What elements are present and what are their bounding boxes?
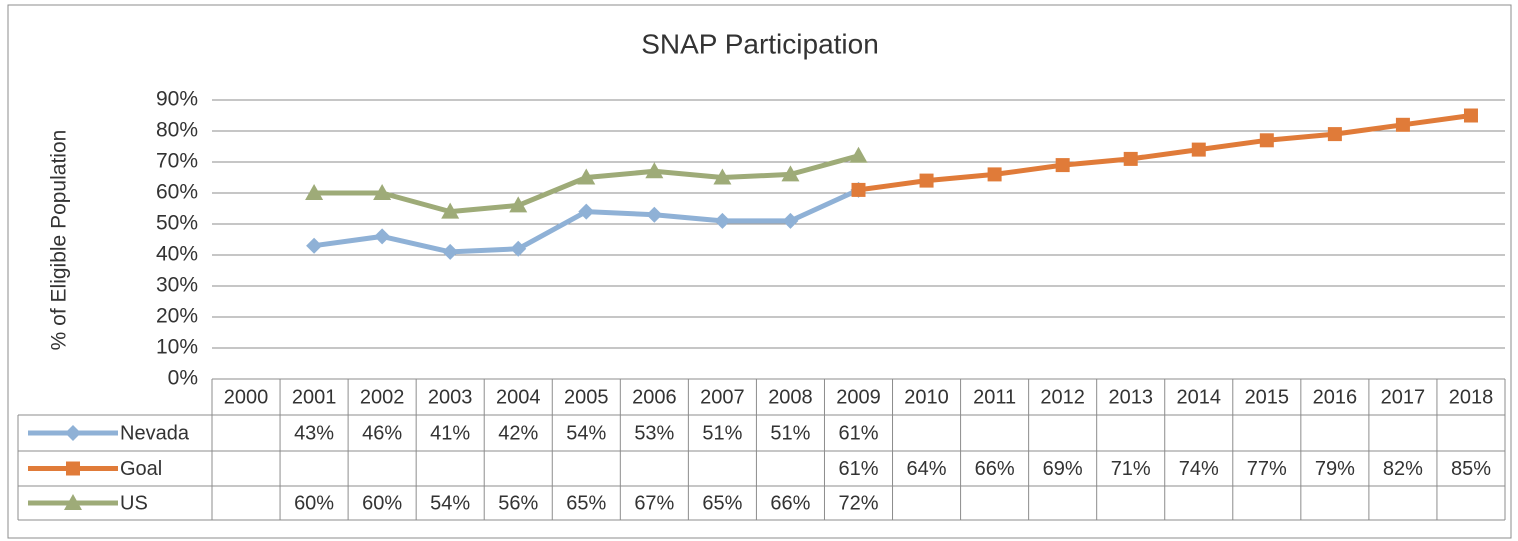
data-label: 43%	[294, 422, 334, 444]
x-tick-label: 2000	[224, 386, 269, 408]
y-tick-label: 30%	[156, 274, 198, 297]
y-tick-label: 0%	[168, 367, 198, 390]
data-label: 54%	[430, 492, 470, 514]
y-tick-label: 90%	[156, 88, 198, 111]
y-tick-label: 20%	[156, 305, 198, 328]
data-label: 65%	[566, 492, 606, 514]
y-tick-label: 60%	[156, 181, 198, 204]
point-marker	[646, 206, 663, 223]
x-tick-label: 2010	[904, 386, 949, 408]
x-tick-label: 2006	[632, 386, 677, 408]
x-tick-label: 2016	[1313, 386, 1358, 408]
data-label: 66%	[975, 458, 1015, 480]
point-marker	[1463, 108, 1478, 123]
point-marker	[1395, 117, 1410, 132]
point-marker	[305, 184, 324, 200]
x-tick-label: 2003	[428, 386, 473, 408]
chart-title: SNAP Participation	[641, 28, 879, 59]
point-marker	[373, 184, 392, 200]
data-label: 61%	[838, 422, 878, 444]
x-tick-label: 2008	[768, 386, 813, 408]
y-tick-label: 70%	[156, 150, 198, 173]
legend-label: Nevada	[120, 422, 190, 444]
data-label: 82%	[1383, 458, 1423, 480]
data-label: 54%	[566, 422, 606, 444]
data-label: 61%	[838, 458, 878, 480]
data-label: 51%	[770, 422, 810, 444]
point-marker	[919, 173, 934, 188]
data-label: 60%	[294, 492, 334, 514]
data-label: 51%	[702, 422, 742, 444]
point-marker	[781, 165, 800, 182]
x-tick-label: 2018	[1449, 386, 1494, 408]
point-marker	[714, 212, 731, 229]
data-label: 77%	[1247, 458, 1287, 480]
legend-label: US	[120, 492, 148, 514]
data-label: 65%	[702, 492, 742, 514]
point-marker	[713, 168, 732, 185]
data-label: 66%	[770, 492, 810, 514]
data-label: 72%	[838, 492, 878, 514]
legend-marker	[64, 494, 82, 510]
x-tick-label: 2005	[564, 386, 609, 408]
point-marker	[374, 228, 391, 245]
x-tick-label: 2009	[836, 386, 881, 408]
y-tick-label: 50%	[156, 212, 198, 235]
point-marker	[510, 240, 527, 257]
point-marker	[1055, 158, 1070, 173]
x-tick-label: 2014	[1177, 386, 1222, 408]
data-label: 64%	[907, 458, 947, 480]
x-tick-label: 2002	[360, 386, 405, 408]
point-marker	[1259, 133, 1274, 148]
data-label: 60%	[362, 492, 402, 514]
legend-label: Goal	[120, 458, 162, 480]
data-label: 46%	[362, 422, 402, 444]
legend-marker	[65, 425, 81, 441]
point-marker	[645, 162, 664, 179]
point-marker	[578, 203, 595, 220]
data-label: 42%	[498, 422, 538, 444]
point-marker	[442, 243, 459, 260]
data-label: 85%	[1451, 458, 1491, 480]
y-tick-label: 40%	[156, 243, 198, 266]
series-line	[858, 113, 1472, 193]
x-tick-label: 2013	[1108, 386, 1153, 408]
point-marker	[1123, 151, 1138, 166]
data-label: 79%	[1315, 458, 1355, 480]
data-label: 71%	[1111, 458, 1151, 480]
x-tick-label: 2015	[1245, 386, 1290, 408]
y-axis-label: % of Eligible Population	[48, 130, 71, 351]
point-marker	[782, 212, 799, 229]
data-label: 67%	[634, 492, 674, 514]
x-tick-label: 2001	[292, 386, 337, 408]
point-marker	[849, 146, 868, 163]
data-label: 74%	[1179, 458, 1219, 480]
point-marker	[987, 167, 1002, 182]
x-tick-label: 2004	[496, 386, 541, 408]
point-marker	[441, 202, 460, 219]
point-marker	[1327, 127, 1342, 142]
y-tick-label: 10%	[156, 336, 198, 359]
x-tick-label: 2011	[973, 386, 1016, 408]
chart-border	[7, 4, 1512, 539]
x-tick-label: 2007	[700, 386, 745, 408]
point-marker	[306, 237, 323, 254]
data-label: 53%	[634, 422, 674, 444]
x-tick-label: 2017	[1381, 386, 1426, 408]
data-label: 69%	[1043, 458, 1083, 480]
legend-marker	[66, 461, 80, 476]
point-marker	[509, 196, 528, 213]
y-tick-label: 80%	[156, 119, 198, 142]
data-label: 41%	[430, 422, 470, 444]
data-label: 56%	[498, 492, 538, 514]
point-marker	[851, 182, 866, 197]
x-tick-label: 2012	[1040, 386, 1085, 408]
point-marker	[1191, 142, 1206, 157]
point-marker	[577, 168, 596, 185]
